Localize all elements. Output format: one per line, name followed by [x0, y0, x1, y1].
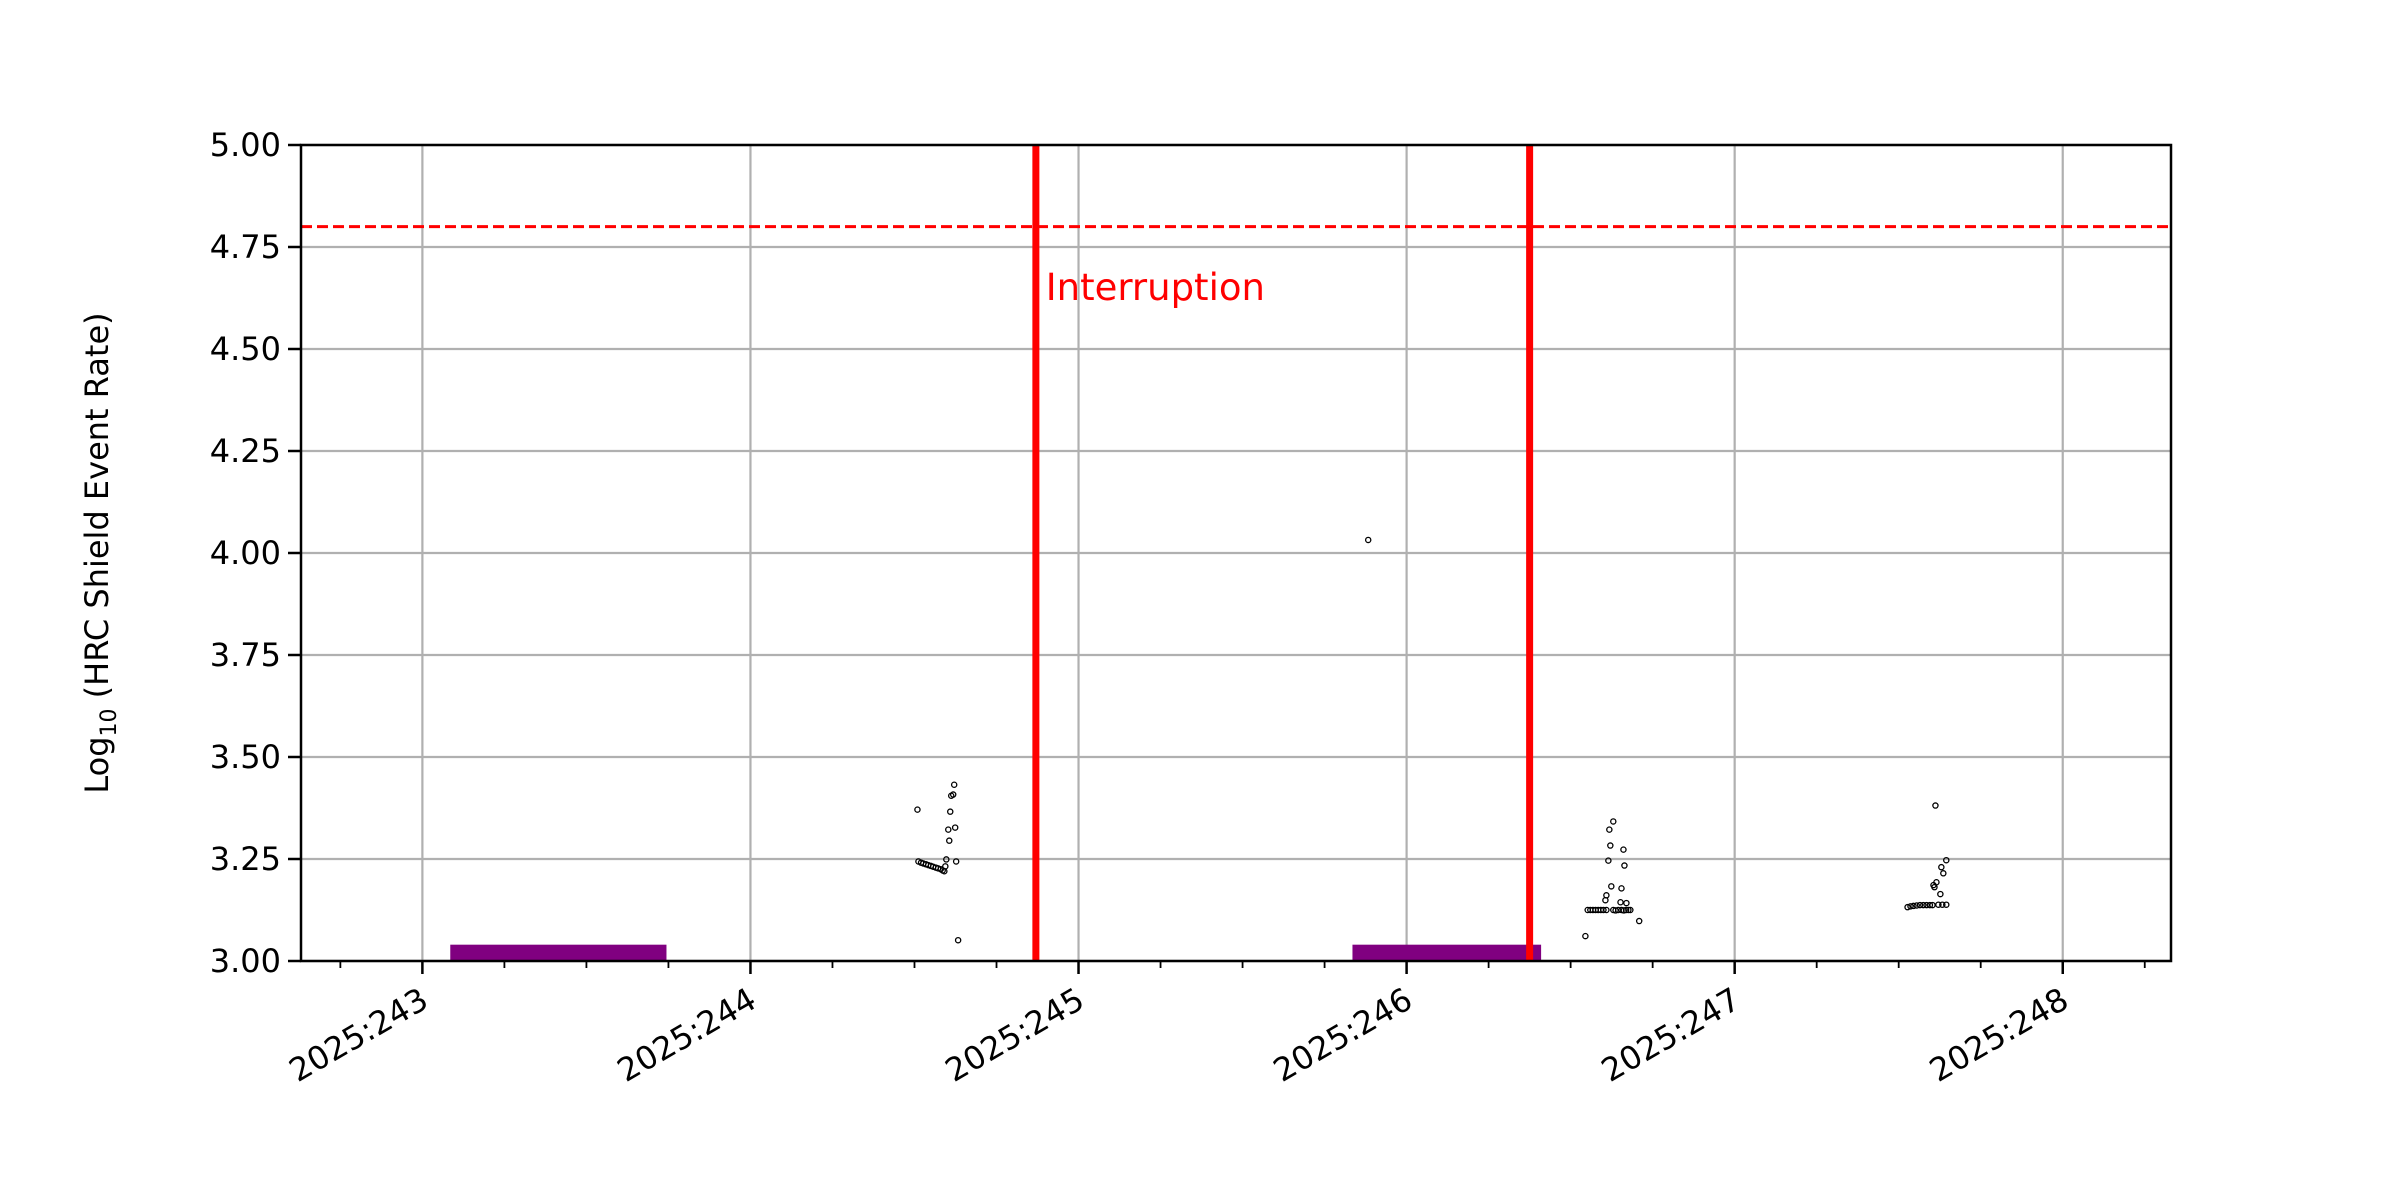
y-tick-label: 4.00: [210, 534, 281, 572]
data-point: [1605, 857, 1612, 864]
data-point: [1937, 890, 1944, 898]
data-point: [1938, 863, 1945, 871]
data-points: [914, 536, 1950, 944]
data-point: [1929, 901, 1936, 909]
data-point: [1939, 901, 1946, 908]
data-point: [951, 824, 959, 831]
data-point: [1618, 885, 1625, 892]
data-point: [1916, 901, 1924, 909]
data-point: [1602, 896, 1609, 904]
data-point: [1621, 862, 1628, 869]
data-point: [946, 837, 953, 844]
data-point: [1623, 899, 1630, 907]
y-axis-label-base: Log: [78, 736, 116, 793]
data-point: [914, 806, 921, 813]
y-tick-label: 5.00: [210, 126, 281, 164]
data-point: [1943, 901, 1950, 908]
data-point: [1923, 901, 1930, 909]
y-tick-label: 3.75: [210, 636, 281, 674]
data-point: [1603, 906, 1610, 914]
interruption-label: Interruption: [1046, 266, 1265, 309]
data-point: [1635, 917, 1643, 925]
data-point: [1606, 826, 1613, 833]
y-tick-label: 4.25: [210, 432, 281, 470]
y-tick-label: 3.50: [210, 738, 281, 776]
interruption-lines: [1032, 145, 1534, 961]
purple-span: [1352, 944, 1542, 961]
data-point: [1627, 906, 1634, 914]
data-point: [941, 867, 948, 875]
data-point: [1932, 802, 1939, 809]
spans: [450, 944, 1542, 961]
y-tick-label: 4.75: [210, 228, 281, 266]
purple-span: [450, 944, 667, 961]
data-point: [1600, 906, 1607, 914]
data-point: [1608, 883, 1615, 890]
data-point: [1935, 901, 1942, 908]
data-point: [1920, 901, 1927, 909]
data-point: [1612, 907, 1619, 914]
data-point: [950, 781, 958, 788]
data-point: [1913, 902, 1920, 909]
data-point: [1931, 883, 1938, 891]
y-axis-label-rest: (HRC Shield Event Rate): [78, 312, 116, 708]
data-point: [1617, 898, 1624, 906]
y-axis-label: Log10 (HRC Shield Event Rate): [78, 312, 122, 793]
data-point: [943, 856, 950, 863]
data-point: [1364, 536, 1372, 544]
data-point: [947, 808, 954, 815]
data-point: [954, 936, 962, 944]
data-point: [1904, 903, 1911, 911]
y-tick-label: 3.00: [210, 942, 281, 980]
data-point: [1582, 932, 1589, 940]
data-point: [1625, 906, 1632, 914]
data-point: [1910, 902, 1917, 910]
y-tick-label: 3.25: [210, 840, 281, 878]
data-point: [952, 858, 960, 865]
data-point: [1926, 901, 1934, 909]
data-point: [1620, 846, 1627, 853]
data-point: [1622, 906, 1630, 914]
data-point: [1610, 818, 1617, 825]
y-tick-label: 4.50: [210, 330, 281, 368]
data-point: [1940, 870, 1947, 877]
y-axis-label-sub: 10: [97, 708, 122, 736]
data-point: [1907, 903, 1914, 910]
data-point: [949, 791, 957, 798]
data-point: [1607, 842, 1614, 849]
data-point: [1943, 856, 1950, 864]
data-point: [945, 826, 952, 833]
